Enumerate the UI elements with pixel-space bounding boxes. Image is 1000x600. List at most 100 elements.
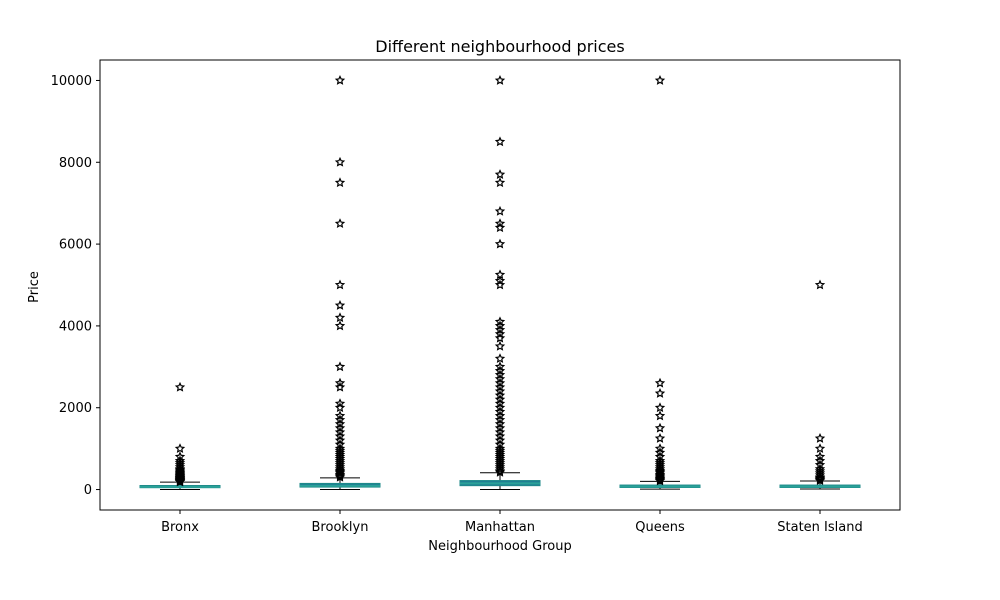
outlier-point: [494, 418, 506, 429]
outlier-point: [494, 177, 506, 188]
outlier-point: [334, 361, 346, 372]
outlier-point: [334, 418, 346, 429]
outlier-point: [174, 455, 186, 466]
outlier-point: [494, 381, 506, 392]
outlier-point: [494, 426, 506, 437]
outlier-point: [174, 461, 186, 472]
outlier-point: [334, 177, 346, 188]
outlier-point: [654, 422, 666, 433]
outlier-point: [654, 432, 666, 443]
outlier-point: [494, 449, 506, 460]
outlier-point: [494, 455, 506, 466]
outlier-point: [654, 447, 666, 458]
outlier-point: [334, 430, 346, 441]
outlier-point: [654, 455, 666, 466]
outlier-point: [334, 439, 346, 449]
outlier-point: [334, 451, 346, 462]
outlier-point: [334, 455, 346, 466]
outlier-point: [334, 279, 346, 290]
outlier-point: [494, 205, 506, 216]
outlier-point: [494, 422, 506, 433]
outlier-point: [494, 402, 506, 413]
outlier-point: [334, 299, 346, 310]
y-tick-label: 8000: [59, 156, 92, 171]
outlier-point: [334, 398, 346, 409]
outlier-point: [494, 316, 506, 327]
plot-area: 0 2000 4000 6000 8000 10000 Bronx Brooklyn Manha…: [51, 74, 863, 535]
y-axis-label: Price: [27, 271, 42, 303]
outlier-point: [334, 463, 346, 474]
outlier-point: [494, 394, 506, 404]
outlier-point: [334, 410, 346, 421]
outlier-point: [654, 457, 666, 468]
outlier-point: [494, 461, 506, 472]
outlier-point: [334, 447, 346, 458]
outlier-point: [654, 443, 666, 454]
outlier-point: [494, 369, 506, 380]
outlier-point: [334, 156, 346, 167]
outlier-point: [654, 461, 666, 472]
outlier-point: [334, 426, 346, 437]
outlier-point: [494, 328, 506, 339]
outlier-point: [494, 269, 506, 280]
outlier-point: [494, 385, 506, 396]
outlier-point: [494, 453, 506, 464]
outlier-point: [654, 451, 666, 462]
outlier-point: [494, 373, 506, 384]
outlier-point: [814, 465, 826, 476]
outlier-point: [494, 377, 506, 388]
outlier-point: [334, 445, 346, 456]
outlier-point: [654, 377, 666, 388]
x-axis-label: Neighbourhood Group: [428, 539, 572, 554]
outlier-point: [494, 451, 506, 462]
outlier-point: [174, 459, 186, 470]
outlier-point: [494, 222, 506, 233]
plot-frame: [99, 59, 901, 511]
outlier-point: [494, 414, 506, 425]
outlier-point: [494, 410, 506, 421]
chart-title: Different neighbourhood prices: [375, 37, 624, 56]
outlier-point: [334, 461, 346, 472]
outlier-point: [494, 430, 506, 441]
outlier-point: [334, 449, 346, 460]
y-tick-label: 10000: [51, 74, 92, 89]
outlier-point: [814, 443, 826, 454]
outlier-point: [174, 381, 186, 392]
outlier-point: [334, 443, 346, 454]
outlier-point: [494, 320, 506, 331]
outlier-point: [334, 459, 346, 470]
x-tick-label: Queens: [635, 520, 685, 535]
outlier-point: [494, 434, 506, 445]
outlier-point: [174, 443, 186, 454]
y-tick-label: 2000: [59, 401, 92, 416]
outlier-point: [494, 218, 506, 229]
outlier-point: [494, 406, 506, 417]
outlier-point: [174, 457, 186, 468]
outlier-point: [814, 467, 826, 478]
outlier-point: [814, 455, 826, 466]
outlier-point: [494, 324, 506, 335]
outlier-point: [814, 279, 826, 290]
outlier-point: [494, 353, 506, 364]
outlier-point: [334, 312, 346, 323]
outlier-point: [654, 459, 666, 470]
outlier-point: [494, 459, 506, 470]
y-tick-label: 0: [84, 483, 92, 498]
outlier-point: [494, 439, 506, 449]
outlier-point: [334, 320, 346, 331]
outlier-point: [494, 340, 506, 351]
outlier-point: [494, 447, 506, 458]
outlier-point: [654, 410, 666, 421]
outlier-point: [334, 422, 346, 433]
x-tick-label: Brooklyn: [312, 520, 369, 535]
outlier-point: [494, 169, 506, 179]
outlier-point: [814, 463, 826, 474]
outlier-point: [654, 463, 666, 474]
outlier-point: [494, 445, 506, 456]
outlier-point: [654, 74, 666, 85]
outlier-point: [814, 451, 826, 462]
x-tick-label: Bronx: [161, 520, 199, 535]
outlier-point: [814, 469, 826, 480]
outlier-point: [334, 218, 346, 229]
